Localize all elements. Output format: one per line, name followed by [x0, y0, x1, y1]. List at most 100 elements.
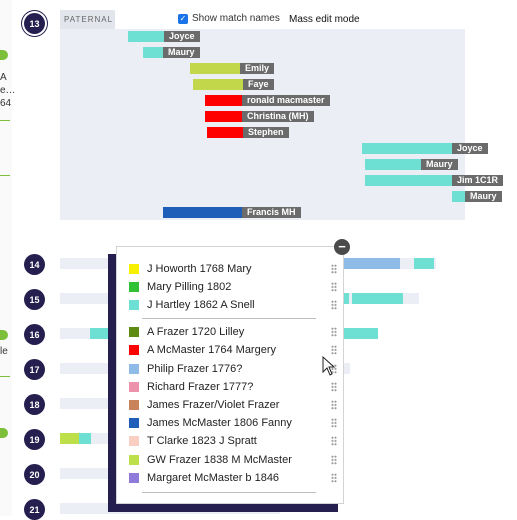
match-segment[interactable] [414, 258, 434, 269]
mouse-cursor-icon [322, 356, 336, 376]
chromosome-18-badge[interactable]: 18 [24, 394, 45, 415]
legend-item[interactable]: James Frazer/Violet Frazer [129, 398, 337, 412]
chromosome-14-badge[interactable]: 14 [24, 254, 45, 275]
legend-label: Mary Pilling 1802 [147, 281, 232, 293]
legend-item[interactable]: Mary Pilling 1802 [129, 280, 337, 294]
drag-handle-icon[interactable] [331, 264, 337, 274]
match-segment[interactable] [79, 433, 91, 444]
legend-item[interactable]: T Clarke 1823 J Spratt [129, 434, 337, 448]
legend-item[interactable]: GW Frazer 1838 M McMaster [129, 453, 337, 467]
color-swatch [129, 300, 139, 310]
color-swatch [129, 436, 139, 446]
adjacent-marker [0, 428, 8, 438]
drag-handle-icon[interactable] [331, 382, 337, 392]
legend-item[interactable]: Philip Frazer 1776? [129, 362, 337, 376]
match-name-label[interactable]: Francis MH [242, 207, 301, 218]
match-name-label[interactable]: Maury [465, 191, 502, 202]
legend-label: J Howorth 1768 Mary [147, 263, 252, 275]
color-swatch [129, 455, 139, 465]
chromosome-13-badge[interactable]: 13 [24, 13, 45, 34]
drag-handle-icon[interactable] [331, 300, 337, 310]
edge-text: 64 [0, 98, 12, 109]
drag-handle-icon[interactable] [331, 345, 337, 355]
legend-divider [142, 318, 316, 319]
chromosome-16-badge[interactable]: 16 [24, 324, 45, 345]
legend-label: Richard Frazer 1777? [147, 381, 254, 393]
drag-handle-icon[interactable] [331, 282, 337, 292]
match-name-label[interactable]: Christina (MH) [242, 111, 314, 122]
color-swatch [129, 418, 139, 428]
match-segment[interactable] [163, 207, 242, 218]
match-name-label[interactable]: Jim 1C1R [452, 175, 504, 186]
legend-item[interactable]: James McMaster 1806 Fanny [129, 416, 337, 430]
legend-item[interactable]: A McMaster 1764 Margery [129, 343, 337, 357]
match-name-label[interactable]: Maury [163, 47, 200, 58]
match-segment[interactable] [340, 328, 378, 339]
edge-text: le [0, 346, 8, 357]
mass-edit-mode-link[interactable]: Mass edit mode [289, 14, 360, 25]
match-segment[interactable] [205, 95, 242, 106]
match-segment[interactable] [362, 143, 452, 154]
adjacent-marker [0, 50, 8, 60]
edge-text: e… [0, 85, 16, 96]
legend-item[interactable]: Margaret McMaster b 1846 [129, 471, 337, 485]
drag-handle-icon[interactable] [331, 364, 337, 374]
drag-handle-icon[interactable] [331, 455, 337, 465]
match-segment[interactable] [90, 328, 120, 339]
match-name-label[interactable]: Stephen [243, 127, 289, 138]
drag-handle-icon[interactable] [331, 473, 337, 483]
match-name-label[interactable]: Faye [243, 79, 274, 90]
match-segment[interactable] [340, 293, 349, 304]
match-segment[interactable] [365, 175, 452, 186]
legend-item[interactable]: A Frazer 1720 Lilley [129, 325, 337, 339]
paternal-chromosome-area[interactable] [60, 29, 465, 220]
color-swatch [129, 345, 139, 355]
legend-item[interactable]: J Howorth 1768 Mary [129, 262, 337, 276]
show-match-names-toggle[interactable]: ✓ Show match names [178, 13, 280, 24]
color-swatch [129, 473, 139, 483]
color-swatch [129, 382, 139, 392]
match-segment[interactable] [143, 47, 163, 58]
legend-item[interactable]: J Hartley 1862 A Snell [129, 298, 337, 312]
legend-label: T Clarke 1823 J Spratt [147, 435, 257, 447]
match-segment[interactable] [452, 191, 465, 202]
match-segment[interactable] [352, 293, 403, 304]
drag-handle-icon[interactable] [331, 436, 337, 446]
chromosome-20-badge[interactable]: 20 [24, 464, 45, 485]
legend-item[interactable]: Richard Frazer 1777? [129, 380, 337, 394]
minus-icon[interactable]: − [334, 239, 350, 255]
drag-handle-icon[interactable] [331, 400, 337, 410]
chromosome-21-badge[interactable]: 21 [24, 499, 45, 520]
match-segment[interactable] [205, 111, 242, 122]
match-name-label[interactable]: Joyce [164, 31, 200, 42]
match-segment[interactable] [190, 63, 240, 74]
paternal-tab[interactable]: PATERNAL [60, 10, 115, 29]
match-segment[interactable] [400, 258, 414, 269]
chromosome-15-badge[interactable]: 15 [24, 289, 45, 310]
chromosome-17-badge[interactable]: 17 [24, 359, 45, 380]
match-name-label[interactable]: ronald macmaster [242, 95, 330, 106]
match-segment[interactable] [365, 159, 421, 170]
legend-label: A Frazer 1720 Lilley [147, 326, 245, 338]
match-name-label[interactable]: Maury [421, 159, 458, 170]
adjacent-marker [0, 330, 8, 340]
edge-line [0, 120, 10, 121]
drag-handle-icon[interactable] [331, 418, 337, 428]
match-segment[interactable] [340, 258, 400, 269]
chromosome-19-badge[interactable]: 19 [24, 429, 45, 450]
ancestor-color-legend-popup[interactable]: J Howorth 1768 Mary Mary Pilling 1802 J … [116, 246, 344, 504]
color-swatch [129, 364, 139, 374]
legend-divider [142, 492, 316, 493]
legend-label: James McMaster 1806 Fanny [147, 417, 292, 429]
color-swatch [129, 327, 139, 337]
checkbox-checked-icon[interactable]: ✓ [178, 13, 188, 24]
color-swatch [129, 400, 139, 410]
match-segment[interactable] [128, 31, 164, 42]
match-segment[interactable] [193, 79, 243, 90]
match-name-label[interactable]: Joyce [452, 143, 488, 154]
match-segment[interactable] [207, 127, 243, 138]
legend-label: Philip Frazer 1776? [147, 363, 243, 375]
match-segment[interactable] [60, 433, 79, 444]
match-name-label[interactable]: Emily [240, 63, 275, 74]
drag-handle-icon[interactable] [331, 327, 337, 337]
